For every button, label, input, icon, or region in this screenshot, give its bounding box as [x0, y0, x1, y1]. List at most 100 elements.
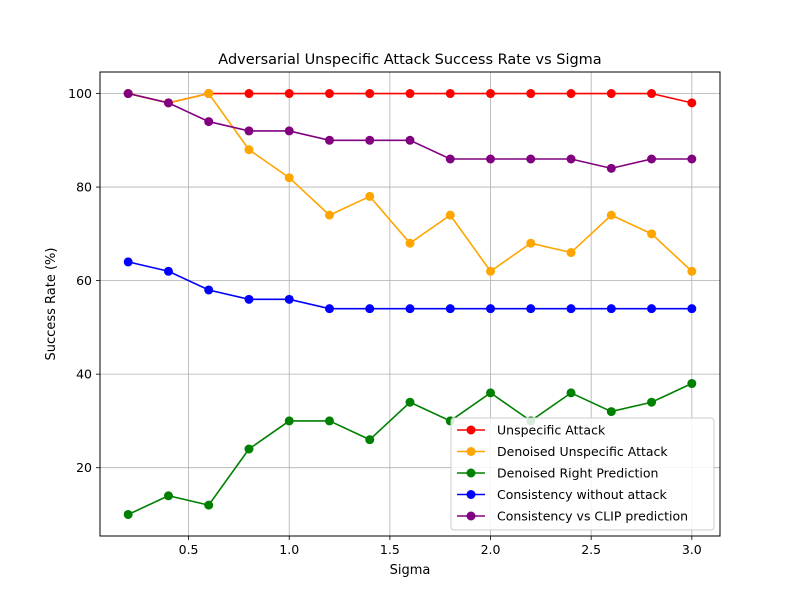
x-axis-ticks: 0.5 1.0 1.5 2.0 2.5 3.0	[179, 536, 702, 557]
data-point	[284, 294, 294, 304]
legend-label: Consistency vs CLIP prediction	[497, 509, 688, 524]
data-point	[284, 173, 294, 183]
data-point	[486, 89, 496, 99]
x-tick-label: 1.5	[380, 542, 400, 557]
data-point	[526, 304, 536, 314]
data-point	[365, 135, 375, 145]
data-point	[324, 89, 334, 99]
y-axis-ticks: 20 40 60 80 100	[68, 86, 100, 475]
data-point	[566, 154, 576, 164]
y-tick-label: 100	[68, 86, 92, 101]
chart-title: Adversarial Unspecific Attack Success Ra…	[218, 52, 601, 68]
data-point	[526, 154, 536, 164]
data-point	[526, 89, 536, 99]
data-point	[566, 304, 576, 314]
legend-entry: Denoised Right Prediction	[457, 466, 658, 481]
data-point	[647, 154, 657, 164]
y-tick-label: 20	[76, 460, 92, 475]
x-tick-label: 0.5	[179, 542, 199, 557]
legend-entry: Consistency vs CLIP prediction	[457, 509, 688, 524]
data-point	[606, 304, 616, 314]
data-point	[284, 126, 294, 136]
data-point	[365, 304, 375, 314]
data-point	[606, 210, 616, 220]
data-point	[486, 304, 496, 314]
data-point	[566, 388, 576, 398]
data-point	[324, 135, 334, 145]
data-point	[123, 89, 133, 99]
data-point	[687, 98, 697, 108]
legend-entry: Denoised Unspecific Attack	[457, 444, 668, 459]
legend: Unspecific Attack Denoised Unspecific Att…	[450, 417, 715, 531]
y-tick-label: 80	[76, 180, 92, 195]
data-point	[566, 248, 576, 258]
data-point	[123, 509, 133, 519]
data-point	[687, 379, 697, 389]
data-point	[324, 210, 334, 220]
data-point	[244, 89, 254, 99]
data-point	[365, 435, 375, 445]
data-point	[445, 304, 455, 314]
data-point	[566, 89, 576, 99]
data-point	[687, 266, 697, 276]
legend-box	[450, 417, 715, 531]
x-tick-label: 2.0	[481, 542, 501, 557]
data-point	[405, 304, 415, 314]
data-point	[244, 145, 254, 155]
data-point	[445, 210, 455, 220]
data-point	[486, 388, 496, 398]
data-point	[647, 304, 657, 314]
y-tick-label: 40	[76, 367, 92, 382]
x-axis-label: Sigma	[390, 563, 431, 578]
data-point	[687, 154, 697, 164]
data-point	[445, 89, 455, 99]
legend-marker	[466, 511, 476, 521]
data-point	[647, 89, 657, 99]
data-point	[445, 154, 455, 164]
data-point	[284, 89, 294, 99]
data-point	[284, 416, 294, 426]
data-point	[486, 154, 496, 164]
data-point	[244, 294, 254, 304]
legend-marker	[466, 425, 476, 435]
data-point	[163, 98, 173, 108]
legend-entry: Unspecific Attack	[457, 423, 606, 438]
data-point	[244, 126, 254, 136]
data-point	[324, 304, 334, 314]
x-tick-label: 2.5	[581, 542, 601, 557]
series-4	[123, 89, 697, 173]
data-point	[405, 89, 415, 99]
data-point	[606, 89, 616, 99]
data-point	[163, 491, 173, 501]
series-3	[123, 257, 697, 314]
plot-frame	[99, 71, 721, 537]
x-tick-label: 3.0	[682, 542, 702, 557]
data-point	[365, 191, 375, 201]
x-tick-label: 1.0	[279, 542, 299, 557]
y-tick-label: 60	[76, 273, 92, 288]
data-point	[647, 229, 657, 239]
data-point	[123, 257, 133, 267]
data-point	[324, 416, 334, 426]
data-point	[405, 135, 415, 145]
data-point	[405, 397, 415, 407]
legend-marker	[466, 468, 476, 478]
series-1	[123, 89, 697, 276]
data-point	[647, 397, 657, 407]
legend-entry: Consistency without attack	[457, 487, 668, 502]
legend-label: Consistency without attack	[497, 487, 668, 502]
data-point	[606, 407, 616, 417]
data-point	[486, 266, 496, 276]
data-point	[204, 89, 214, 99]
data-point	[365, 89, 375, 99]
legend-label: Denoised Right Prediction	[497, 466, 658, 481]
legend-label: Unspecific Attack	[497, 423, 606, 438]
data-point	[405, 238, 415, 248]
data-point	[204, 117, 214, 127]
data-point	[204, 500, 214, 510]
legend-marker	[466, 447, 476, 456]
legend-label: Denoised Unspecific Attack	[497, 444, 668, 459]
data-point	[687, 304, 697, 314]
data-point	[526, 238, 536, 248]
